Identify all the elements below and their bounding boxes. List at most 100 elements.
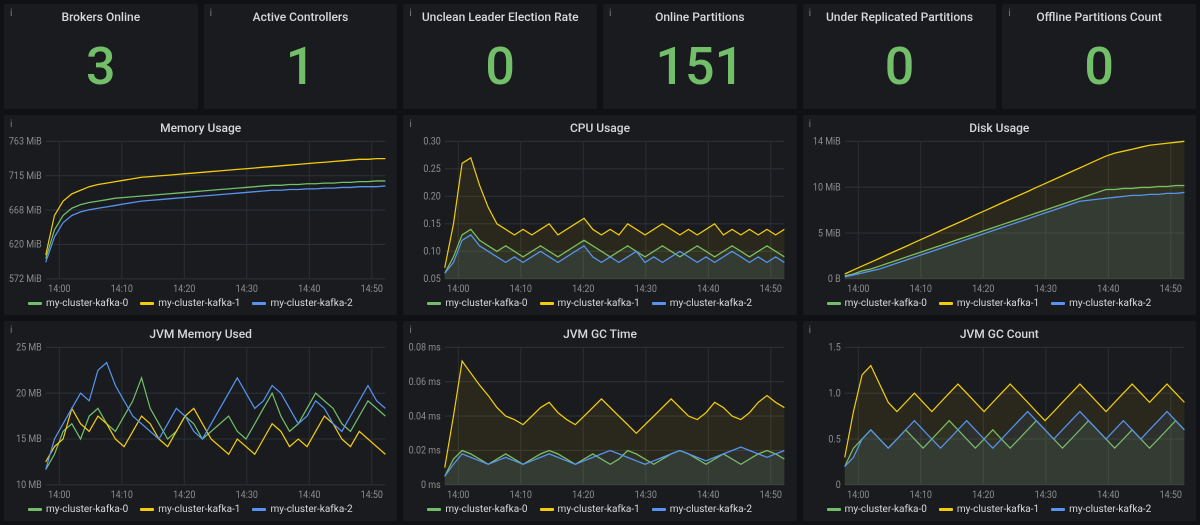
chart-legend: my-cluster-kafka-0 my-cluster-kafka-1 my-c…	[803, 500, 1196, 521]
series-line-1	[46, 159, 386, 255]
stat-panel-2[interactable]: i Unclean Leader Election Rate 0	[403, 4, 597, 109]
legend-item-2[interactable]: my-cluster-kafka-2	[652, 504, 752, 515]
info-icon[interactable]: i	[409, 8, 411, 19]
chart-body[interactable]: 10 MB15 MB20 MB25 MB14:0014:1014:2014:30…	[4, 343, 397, 500]
info-icon[interactable]: i	[10, 8, 12, 19]
svg-text:0.15: 0.15	[424, 219, 441, 230]
info-icon[interactable]: i	[409, 119, 411, 130]
legend-label: my-cluster-kafka-1	[558, 298, 640, 309]
legend-item-1[interactable]: my-cluster-kafka-1	[540, 504, 640, 515]
legend-item-0[interactable]: my-cluster-kafka-0	[827, 504, 927, 515]
chart-legend: my-cluster-kafka-0 my-cluster-kafka-1 my-c…	[403, 500, 796, 521]
legend-item-0[interactable]: my-cluster-kafka-0	[427, 298, 527, 309]
svg-text:14:00: 14:00	[48, 283, 70, 294]
svg-text:14:10: 14:10	[111, 283, 133, 294]
legend-item-0[interactable]: my-cluster-kafka-0	[427, 504, 527, 515]
svg-text:14:50: 14:50	[1159, 489, 1181, 500]
chart-panel-1[interactable]: iCPU Usage0.050.100.150.200.250.3014:001…	[403, 115, 796, 315]
svg-text:14:20: 14:20	[972, 489, 994, 500]
svg-text:14:20: 14:20	[972, 283, 994, 294]
chart-body[interactable]: 0 ms0.02 ms0.04 ms0.06 ms0.08 ms14:0014:…	[403, 343, 796, 500]
legend-item-1[interactable]: my-cluster-kafka-1	[140, 504, 240, 515]
chart-panel-2[interactable]: iDisk Usage0 B5 MiB10 MiB14 MiB14:0014:1…	[803, 115, 1196, 315]
legend-swatch	[827, 508, 841, 511]
chart-panel-4[interactable]: iJVM GC Time0 ms0.02 ms0.04 ms0.06 ms0.0…	[403, 321, 796, 521]
info-icon[interactable]: i	[809, 325, 811, 336]
legend-label: my-cluster-kafka-2	[270, 504, 352, 515]
svg-text:14:00: 14:00	[847, 283, 869, 294]
legend-item-1[interactable]: my-cluster-kafka-1	[140, 298, 240, 309]
chart-title: JVM GC Count	[803, 321, 1196, 343]
stat-value: 0	[803, 24, 997, 109]
svg-text:14:10: 14:10	[510, 489, 532, 500]
chart-legend: my-cluster-kafka-0 my-cluster-kafka-1 my-c…	[4, 500, 397, 521]
chart-body[interactable]: 572 MiB620 MiB668 MiB715 MiB763 MiB14:00…	[4, 137, 397, 294]
legend-item-1[interactable]: my-cluster-kafka-1	[540, 298, 640, 309]
svg-text:0: 0	[835, 480, 840, 491]
legend-item-2[interactable]: my-cluster-kafka-2	[252, 298, 352, 309]
chart-panel-5[interactable]: iJVM GC Count00.51.01.514:0014:1014:2014…	[803, 321, 1196, 521]
info-icon[interactable]: i	[409, 325, 411, 336]
info-icon[interactable]: i	[1008, 8, 1010, 19]
stat-value: 1	[204, 24, 398, 109]
chart-title: Memory Usage	[4, 115, 397, 137]
chart-panel-3[interactable]: iJVM Memory Used10 MB15 MB20 MB25 MB14:0…	[4, 321, 397, 521]
legend-label: my-cluster-kafka-0	[845, 298, 927, 309]
legend-item-0[interactable]: my-cluster-kafka-0	[28, 504, 128, 515]
info-icon[interactable]: i	[210, 8, 212, 19]
legend-label: my-cluster-kafka-2	[270, 298, 352, 309]
svg-text:14:30: 14:30	[1034, 283, 1056, 294]
legend-label: my-cluster-kafka-0	[46, 504, 128, 515]
svg-text:14:00: 14:00	[447, 283, 469, 294]
svg-text:14:50: 14:50	[361, 283, 383, 294]
legend-item-1[interactable]: my-cluster-kafka-1	[939, 298, 1039, 309]
legend-swatch	[28, 508, 42, 511]
stat-panel-1[interactable]: i Active Controllers 1	[204, 4, 398, 109]
legend-item-2[interactable]: my-cluster-kafka-2	[1051, 504, 1151, 515]
legend-label: my-cluster-kafka-2	[1069, 504, 1151, 515]
svg-text:14:00: 14:00	[48, 489, 70, 500]
stat-panel-3[interactable]: i Online Partitions 151	[603, 4, 797, 109]
legend-swatch	[540, 508, 554, 511]
legend-swatch	[28, 302, 42, 305]
stat-panel-4[interactable]: i Under Replicated Partitions 0	[803, 4, 997, 109]
svg-text:14:50: 14:50	[361, 489, 383, 500]
stat-panel-5[interactable]: i Offline Partitions Count 0	[1002, 4, 1196, 109]
legend-item-0[interactable]: my-cluster-kafka-0	[827, 298, 927, 309]
svg-text:14:40: 14:40	[298, 489, 320, 500]
legend-swatch	[1051, 508, 1065, 511]
legend-item-2[interactable]: my-cluster-kafka-2	[1051, 298, 1151, 309]
stat-value: 0	[1002, 24, 1196, 109]
svg-text:14 MiB: 14 MiB	[813, 137, 841, 148]
info-icon[interactable]: i	[10, 119, 12, 130]
svg-text:715 MiB: 715 MiB	[9, 171, 42, 182]
svg-text:1.5: 1.5	[828, 343, 840, 354]
stat-title: Offline Partitions Count	[1002, 4, 1196, 24]
info-icon[interactable]: i	[10, 325, 12, 336]
svg-text:25 MB: 25 MB	[16, 343, 42, 354]
svg-text:14:10: 14:10	[111, 489, 133, 500]
svg-text:14:40: 14:40	[697, 489, 719, 500]
legend-label: my-cluster-kafka-1	[957, 504, 1039, 515]
legend-item-1[interactable]: my-cluster-kafka-1	[939, 504, 1039, 515]
stat-panel-0[interactable]: i Brokers Online 3	[4, 4, 198, 109]
svg-text:14:10: 14:10	[909, 489, 931, 500]
legend-item-2[interactable]: my-cluster-kafka-2	[252, 504, 352, 515]
legend-item-0[interactable]: my-cluster-kafka-0	[28, 298, 128, 309]
stat-value: 151	[603, 24, 797, 109]
chart-body[interactable]: 00.51.01.514:0014:1014:2014:3014:4014:50	[803, 343, 1196, 500]
info-icon[interactable]: i	[609, 8, 611, 19]
legend-swatch	[652, 302, 666, 305]
svg-text:14:30: 14:30	[1034, 489, 1056, 500]
legend-item-2[interactable]: my-cluster-kafka-2	[652, 298, 752, 309]
stat-value: 0	[403, 24, 597, 109]
svg-text:14:00: 14:00	[847, 489, 869, 500]
chart-body[interactable]: 0.050.100.150.200.250.3014:0014:1014:201…	[403, 137, 796, 294]
info-icon[interactable]: i	[809, 8, 811, 19]
stat-title: Under Replicated Partitions	[803, 4, 997, 24]
chart-body[interactable]: 0 B5 MiB10 MiB14 MiB14:0014:1014:2014:30…	[803, 137, 1196, 294]
svg-text:20 MB: 20 MB	[16, 388, 42, 399]
chart-panel-0[interactable]: iMemory Usage572 MiB620 MiB668 MiB715 Mi…	[4, 115, 397, 315]
svg-text:14:20: 14:20	[173, 489, 195, 500]
info-icon[interactable]: i	[809, 119, 811, 130]
